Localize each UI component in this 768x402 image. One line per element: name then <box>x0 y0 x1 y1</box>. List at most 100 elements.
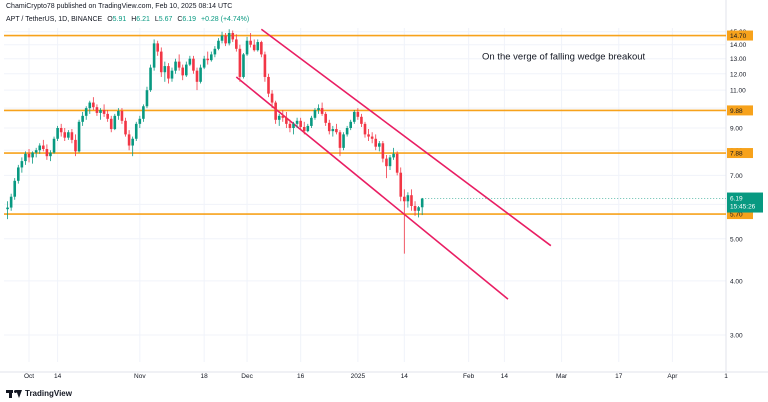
candle-body <box>302 126 306 132</box>
candle-body <box>235 39 238 49</box>
level-label-bg <box>727 30 753 41</box>
candle-body <box>20 161 24 168</box>
candle-body <box>242 54 245 77</box>
candle-body <box>245 40 249 55</box>
candle-body <box>99 110 102 113</box>
level-label: 5.70 <box>730 212 743 219</box>
candle-body <box>385 158 388 167</box>
candle-body <box>92 102 95 108</box>
candle-body <box>42 145 45 150</box>
candle-body <box>95 107 99 113</box>
candle-body <box>188 58 192 65</box>
candle-body <box>395 153 399 173</box>
candle-body <box>281 115 285 118</box>
symbol-name: APT / TetherUS, 1D, BINANCE <box>6 16 103 23</box>
close-label: C <box>177 16 183 23</box>
open-value: 5.91 <box>112 16 127 23</box>
candle-body <box>295 120 299 124</box>
y-tick-label: 3.00 <box>730 333 743 340</box>
level-label-bg <box>727 105 753 116</box>
x-tick-label: 16 <box>297 373 305 380</box>
candle-body <box>310 117 313 126</box>
open-label: O <box>107 16 113 23</box>
symbol-legend: APT / TetherUS, 1D, BINANCE O5.91 H6.21 … <box>6 16 249 23</box>
candle-body <box>403 196 406 202</box>
level-label-bg <box>727 209 753 220</box>
low-value: 5.67 <box>158 16 173 23</box>
candle-body <box>149 67 152 91</box>
candle-body <box>331 129 335 132</box>
candle-body <box>381 143 385 159</box>
close-value: 6.19 <box>182 16 197 23</box>
x-tick-label: Nov <box>134 373 146 380</box>
candle-body <box>327 122 331 132</box>
candle-body <box>410 195 413 206</box>
candle-body <box>345 127 349 135</box>
x-tick-label: 2025 <box>351 373 366 380</box>
candle-body <box>231 32 235 40</box>
x-tick-label: 14 <box>501 373 509 380</box>
candle-body <box>174 61 177 71</box>
current-price-label: 6.19 <box>730 196 743 203</box>
candle-body <box>124 120 127 135</box>
candle-body <box>274 102 277 120</box>
candle-body <box>220 35 224 41</box>
candle-body <box>317 108 320 111</box>
candle-body <box>417 207 420 211</box>
x-tick-label: 1 <box>724 373 728 380</box>
candle-body <box>31 152 34 158</box>
x-tick-label: Dec <box>241 373 253 380</box>
tradingview-footer[interactable]: TradingView <box>6 388 72 398</box>
candle-body <box>392 153 395 158</box>
candle-body <box>360 116 363 124</box>
candle-body <box>74 139 77 152</box>
tradingview-logo-icon <box>6 388 22 398</box>
candle-body <box>45 149 49 157</box>
candle-body <box>199 67 202 82</box>
candle-body <box>335 129 338 133</box>
candle-body <box>413 205 417 211</box>
candle-body <box>81 115 84 122</box>
candle-body <box>106 113 109 119</box>
candle-body <box>238 48 242 77</box>
candle-body <box>70 132 74 140</box>
candle-body <box>52 138 56 153</box>
candle-body <box>306 125 310 132</box>
candle-body <box>210 54 213 61</box>
candle-body <box>227 32 231 44</box>
high-label: H <box>131 16 137 23</box>
candle-body <box>159 51 163 73</box>
tradingview-brand: TradingView <box>25 388 72 398</box>
y-tick-label: 14.00 <box>730 42 747 49</box>
candle-body <box>256 42 260 51</box>
candle-body <box>213 48 217 55</box>
candle-body <box>270 93 274 103</box>
candle-body <box>388 157 392 167</box>
candle-body <box>67 132 70 138</box>
candle-body <box>292 123 295 128</box>
y-tick-label: 9.00 <box>730 125 743 132</box>
candle-body <box>399 172 403 197</box>
candle-body <box>363 123 367 135</box>
y-tick-label: 12.00 <box>730 71 747 78</box>
candle-body <box>120 110 124 121</box>
candle-body <box>34 150 38 153</box>
candle-body <box>260 42 263 55</box>
low-label: L <box>154 16 159 23</box>
candle-body <box>127 134 131 146</box>
y-tick-label: 7.00 <box>730 173 743 180</box>
candle-body <box>285 117 288 124</box>
x-tick-label: Apr <box>667 373 678 380</box>
candle-body <box>152 43 156 68</box>
candle-body <box>195 70 199 82</box>
wedge-upper-line <box>260 28 552 247</box>
candle-body <box>109 118 113 130</box>
candle-body <box>202 58 206 68</box>
y-tick-label: 5.00 <box>730 236 743 243</box>
level-label: 7.88 <box>730 151 743 158</box>
publish-info: ChamiCrypto78 published on TradingView.c… <box>6 3 232 10</box>
candle-body <box>156 43 159 52</box>
candle-body <box>134 123 138 139</box>
wedge-annotation: On the verge of falling wedge breakout <box>482 51 646 62</box>
